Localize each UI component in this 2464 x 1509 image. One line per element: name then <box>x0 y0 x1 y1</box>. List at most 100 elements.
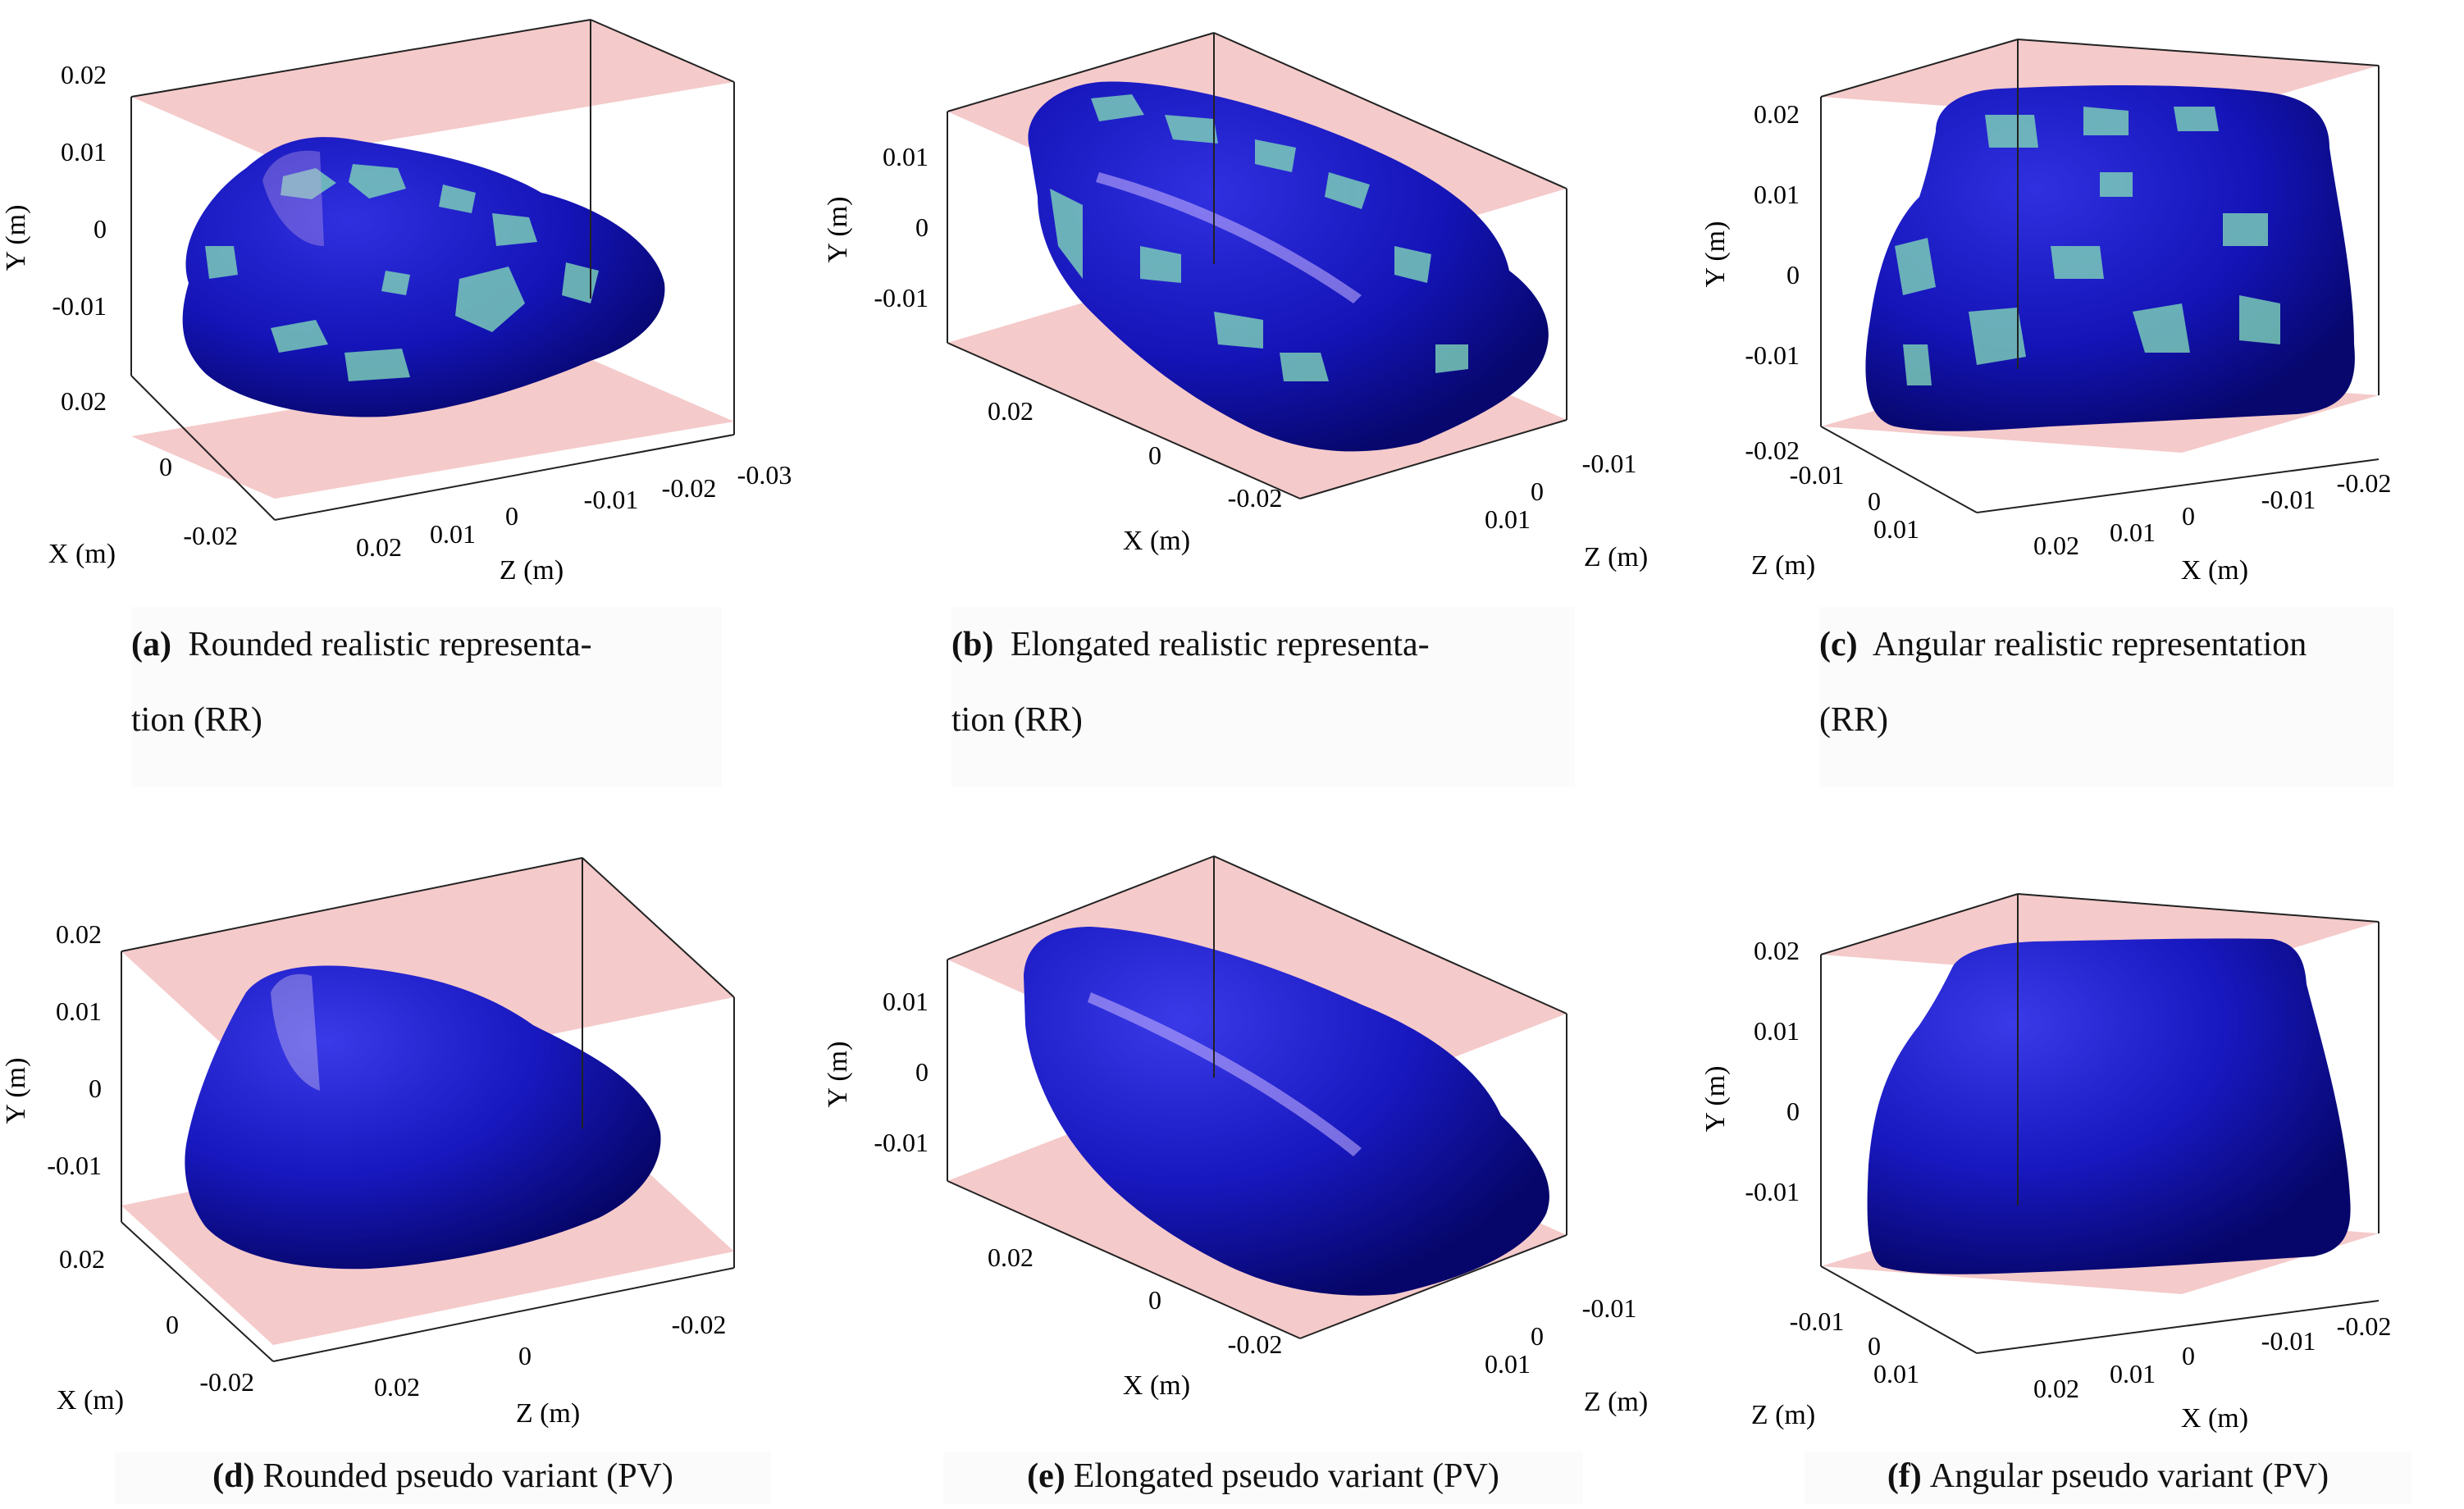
y-axis-label: Y (m) <box>1 205 31 271</box>
x-axis-label: X (m) <box>1123 1370 1190 1401</box>
y-tick: 0.01 <box>1754 1016 1800 1046</box>
caption-f: (f) Angular pseudo variant (PV) <box>1805 1452 2412 1504</box>
highlight <box>271 973 320 1091</box>
panel-d-plot: Y (m) 0.02 0.01 0 -0.01 0.02 0 -0.02 X (… <box>1 857 735 1429</box>
x-tick: -0.01 <box>2261 485 2316 514</box>
z-tick: -0.01 <box>1790 1306 1845 1336</box>
caption-text: Rounded realistic representa- <box>188 626 592 663</box>
x-tick: 0.01 <box>2110 1359 2156 1388</box>
z-tick: -0.03 <box>737 460 792 490</box>
z-tick: 0.01 <box>1485 1349 1531 1379</box>
x-tick: -0.02 <box>2337 1311 2392 1341</box>
panel-e-plot: Y (m) 0.01 0 -0.01 0.02 0 -0.02 X (m) -0… <box>823 855 1648 1417</box>
caption-text: Elongated pseudo variant (PV) <box>1073 1457 1499 1495</box>
z-tick: 0 <box>1868 486 1881 516</box>
x-tick: -0.02 <box>1228 483 1283 513</box>
caption-line-1: (c) Angular realistic representation <box>1819 607 2393 682</box>
z-axis-label: Z (m) <box>500 555 564 586</box>
caption-c: (c) Angular realistic representation (RR… <box>1819 607 2393 787</box>
y-tick: 0.02 <box>56 919 102 949</box>
z-tick: 0 <box>1531 1321 1544 1351</box>
z-tick: 0 <box>1531 476 1544 506</box>
caption-tag: (c) <box>1819 626 1858 663</box>
z-tick: 0.01 <box>430 519 476 549</box>
y-tick: -0.01 <box>874 1128 929 1157</box>
x-tick: 0.02 <box>988 1242 1034 1272</box>
caption-line-1: (a) Rounded realistic representa- <box>131 607 722 682</box>
z-tick: -0.01 <box>1582 449 1637 478</box>
x-tick: 0.02 <box>2033 531 2079 560</box>
x-tick: 0.01 <box>2110 517 2156 547</box>
x-tick: 0.02 <box>59 1244 105 1274</box>
y-tick: 0.02 <box>1754 99 1800 129</box>
ridge-highlight <box>1096 172 1362 303</box>
x-tick: 0 <box>2182 501 2195 531</box>
caption-text: Elongated realistic representa- <box>1010 626 1430 663</box>
x-tick: -0.02 <box>1228 1329 1283 1359</box>
plane-bottom <box>131 359 734 499</box>
z-tick: 0 <box>518 1341 532 1370</box>
y-axis-label: Y (m) <box>823 197 853 263</box>
panel-f-plot: Y (m) 0.02 0.01 0 -0.01 -0.01 0 0.01 Z (… <box>1700 893 2392 1434</box>
caption-text: Angular pseudo variant (PV) <box>1929 1457 2329 1495</box>
x-axis-label: X (m) <box>1123 526 1190 556</box>
z-tick: 0.02 <box>356 532 402 562</box>
y-tick: 0.01 <box>1754 180 1800 209</box>
y-tick: 0 <box>1786 1096 1800 1126</box>
z-tick: -0.02 <box>662 473 717 503</box>
axes-box <box>947 32 1567 499</box>
x-tick: 0.02 <box>988 396 1034 426</box>
x-tick: 0 <box>1148 1285 1161 1315</box>
texture-patches <box>1895 107 2280 385</box>
y-tick: 0.01 <box>883 142 929 171</box>
caption-tag: (f) <box>1887 1457 1922 1495</box>
x-axis-label: X (m) <box>2181 1403 2248 1434</box>
panel-c-plot: Y (m) 0.02 0.01 0 -0.01 -0.02 -0.01 0 0.… <box>1700 39 2391 586</box>
caption-line-1: (b) Elongated realistic representa- <box>951 607 1575 682</box>
x-tick: -0.02 <box>183 521 238 550</box>
highlight <box>262 150 324 246</box>
y-tick: 0 <box>1786 260 1800 289</box>
texture-patches <box>205 164 599 381</box>
caption-d: (d) Rounded pseudo variant (PV) <box>115 1452 771 1504</box>
caption-line-2: tion (RR) <box>951 701 1083 739</box>
caption-tag: (b) <box>951 626 994 663</box>
y-axis-label: Y (m) <box>1700 221 1731 288</box>
y-axis-label: Y (m) <box>1700 1066 1731 1133</box>
axes-box <box>1820 893 2380 1354</box>
y-axis-label: Y (m) <box>823 1042 853 1108</box>
z-tick: 0.01 <box>1873 1359 1919 1388</box>
x-tick: -0.02 <box>199 1367 254 1397</box>
z-axis-label: Z (m) <box>1751 1400 1815 1430</box>
caption-line-2: tion (RR) <box>131 701 262 739</box>
x-tick: 0.02 <box>2033 1374 2079 1403</box>
x-axis-label: X (m) <box>48 539 116 569</box>
particle-angular <box>1865 85 2355 431</box>
z-tick: 0.02 <box>374 1372 420 1402</box>
caption-a: (a) Rounded realistic representa- tion (… <box>131 607 722 787</box>
x-tick: 0.02 <box>61 386 107 416</box>
axes-box <box>121 857 735 1362</box>
z-axis-label: Z (m) <box>1584 1387 1648 1417</box>
y-axis-label: Y (m) <box>1 1058 31 1124</box>
plane-top <box>131 20 734 159</box>
y-tick: -0.01 <box>1745 1177 1800 1206</box>
caption-e: (e) Elongated pseudo variant (PV) <box>943 1452 1583 1504</box>
y-tick: 0.01 <box>56 996 102 1026</box>
x-axis-label: X (m) <box>57 1385 124 1416</box>
texture-patches <box>1050 94 1468 381</box>
x-tick: 0 <box>159 452 172 481</box>
y-tick: -0.01 <box>1745 340 1800 370</box>
y-tick: -0.01 <box>47 1151 102 1180</box>
x-axis-label: X (m) <box>2181 555 2248 586</box>
y-tick: -0.01 <box>874 283 929 312</box>
z-tick: 0.01 <box>1873 514 1919 544</box>
y-tick: 0 <box>94 214 107 244</box>
caption-line-2: (RR) <box>1819 701 1888 739</box>
caption-tag: (e) <box>1027 1457 1065 1495</box>
y-tick: 0 <box>89 1074 102 1103</box>
z-tick: -0.01 <box>1790 460 1845 490</box>
caption-tag: (a) <box>131 626 171 663</box>
z-tick: -0.02 <box>672 1310 727 1339</box>
